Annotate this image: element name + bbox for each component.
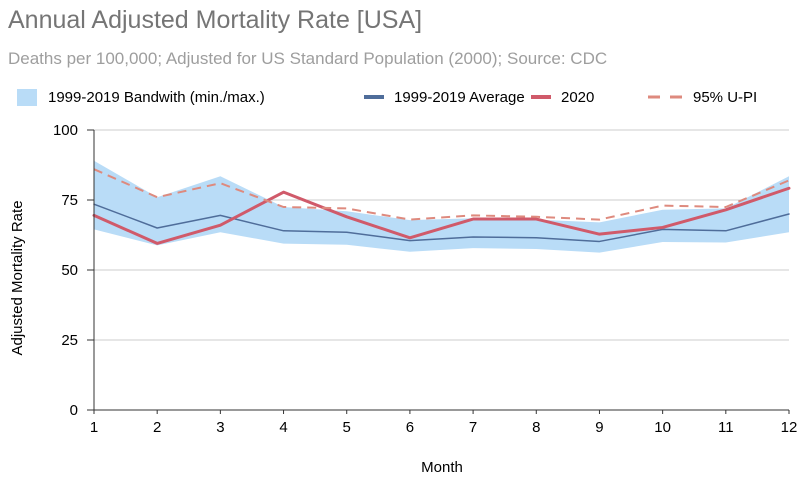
x-tick-label: 12 <box>781 419 798 436</box>
y-tick-label: 50 <box>61 262 78 279</box>
series-line-1 <box>92 186 791 245</box>
x-tick-label: 8 <box>532 419 540 436</box>
x-tick-label: 2 <box>153 419 161 436</box>
x-tick-label: 1 <box>90 419 98 436</box>
legend-label-0: 1999-2019 Average <box>394 89 525 106</box>
series-line-0 <box>93 203 790 243</box>
chart-title: Annual Adjusted Mortality Rate [USA] <box>8 6 423 34</box>
legend-label-band: 1999-2019 Bandwith (min./max.) <box>48 89 265 106</box>
series-line-2 <box>93 168 790 221</box>
chart-subtitle: Deaths per 100,000; Adjusted for US Stan… <box>8 49 608 68</box>
x-tick-label: 11 <box>718 419 734 436</box>
y-axis-title: Adjusted Mortality Rate <box>9 200 26 355</box>
band-area <box>94 160 789 253</box>
x-tick-label: 5 <box>343 419 351 436</box>
x-axis-title: Month <box>421 459 463 476</box>
y-tick-label: 100 <box>53 122 78 139</box>
legend-label-2: 95% U-PI <box>693 89 757 106</box>
x-tick-label: 9 <box>595 419 603 436</box>
y-tick-label: 25 <box>61 332 78 349</box>
band-layer <box>94 160 789 253</box>
x-tick-label: 7 <box>469 419 477 436</box>
x-tick-label: 6 <box>406 419 414 436</box>
y-tick-label: 75 <box>61 192 78 209</box>
legend-label-1: 2020 <box>561 89 594 106</box>
series-lines <box>92 168 791 245</box>
legend: 1999-2019 Bandwith (min./max.) 1999-2019 … <box>17 89 757 106</box>
legend-swatch-band <box>17 89 37 106</box>
x-tick-label: 10 <box>654 419 671 436</box>
gridlines <box>94 129 789 341</box>
y-tick-label: 0 <box>70 402 78 419</box>
x-tick-label: 4 <box>279 419 287 436</box>
x-tick-label: 3 <box>216 419 224 436</box>
